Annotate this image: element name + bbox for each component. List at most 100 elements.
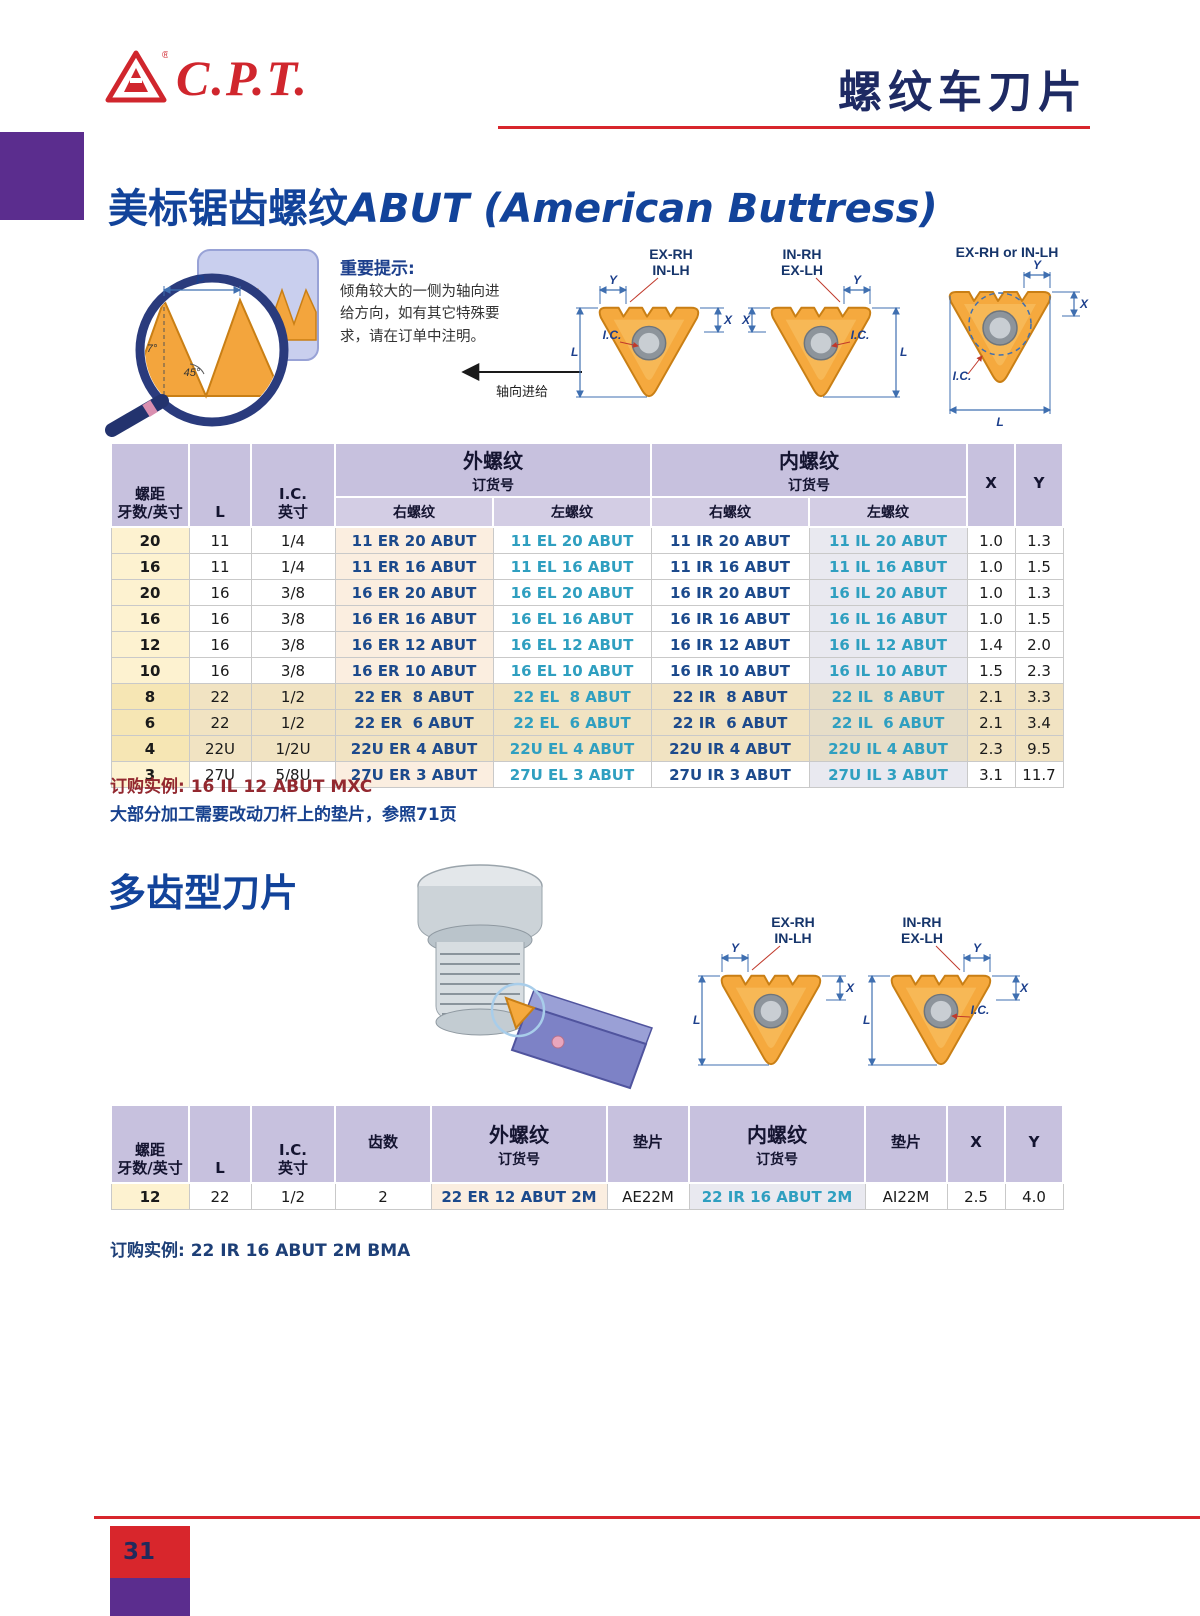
cell-il: 22U IL 4 ABUT <box>808 735 968 762</box>
subcol-right-hand: 右螺纹 <box>334 496 494 528</box>
insert-diagram-in-rh-ex-lh: IN-RH EX-LH Y X L I.C. <box>741 246 907 399</box>
table-row: 16 11 1/4 11 ER 16 ABUT 11 EL 16 ABUT 11 IR 1… <box>110 553 1064 580</box>
subcol-left-hand: 左螺纹 <box>808 496 968 528</box>
cell-x: 2.1 <box>966 709 1016 736</box>
col-header-y: Y <box>1014 442 1064 528</box>
cell-l: 22 <box>188 709 252 736</box>
cell-er: 22 ER 12 ABUT 2M <box>430 1182 608 1210</box>
col-header-ic: I.C. 英寸 <box>250 442 336 528</box>
svg-text:®: ® <box>162 50 168 61</box>
cell-ic: 3/8 <box>250 631 336 658</box>
dim-l: L <box>571 345 578 359</box>
col-header-l: L <box>188 442 252 528</box>
cell-l: 27U <box>188 761 252 788</box>
cell-ic: 1/4 <box>250 526 336 554</box>
cell-y: 1.3 <box>1014 526 1064 554</box>
cell-il: 27U IL 3 ABUT <box>808 761 968 788</box>
section1-title: 美标锯齿螺纹ABUT (American Buttress) <box>108 176 938 234</box>
subcol-right-hand: 右螺纹 <box>650 496 810 528</box>
angle-7: 7° <box>147 343 158 355</box>
cell-ir: 22 IR 8 ABUT <box>650 683 810 710</box>
cell-pitch: 4 <box>110 735 190 762</box>
cell-er: 16 ER 20 ABUT <box>334 579 494 606</box>
abut-insert-table: 螺距 牙数/英寸 L I.C. 英寸 外螺纹 订货号 内螺纹 订货号 X Y 右… <box>110 442 1064 788</box>
thread-magnifier-illustration: P 7° 45° <box>105 249 319 437</box>
cell-il: 22 IL 8 ABUT <box>808 683 968 710</box>
table-row: 20 11 1/4 11 ER 20 ABUT 11 EL 20 ABUT 11 IR 2… <box>110 526 1064 554</box>
dim-y: Y <box>1033 258 1042 272</box>
cell-el: 16 EL 10 ABUT <box>492 657 652 684</box>
brand-logo: ® C.P.T. <box>104 48 309 108</box>
cell-ic: 3/8 <box>250 605 336 632</box>
order-no-label: 订货号 <box>472 478 514 494</box>
cell-ir: 22 IR 6 ABUT <box>650 709 810 736</box>
cell-el: 16 EL 12 ABUT <box>492 631 652 658</box>
section1-illustration: P 7° 45° 重要提示: 倾角较大的一侧为轴向进 给方向，如有其它特殊要 求… <box>100 244 1100 444</box>
dim-x: X <box>1079 297 1089 311</box>
cell-pitch: 3 <box>110 761 190 788</box>
cell-y: 4.0 <box>1004 1182 1064 1210</box>
axial-feed-arrow: 轴向进给 <box>461 363 582 399</box>
purple-edge-tab <box>0 132 84 220</box>
group-header-internal: 内螺纹 订货号 <box>650 442 968 498</box>
cell-y: 3.4 <box>1014 709 1064 736</box>
dim-y: Y <box>973 941 982 955</box>
cell-x: 2.3 <box>966 735 1016 762</box>
cell-ic: 1/2 <box>250 1182 336 1210</box>
col-header-x: X <box>946 1104 1006 1184</box>
cell-er: 16 ER 10 ABUT <box>334 657 494 684</box>
cell-er: 16 ER 12 ABUT <box>334 631 494 658</box>
dim-y: Y <box>609 273 618 287</box>
cell-pitch: 12 <box>110 631 190 658</box>
insert-diagram-ex-rh-in-lh: EX-RH IN-LH Y X L I.C. <box>571 246 733 399</box>
cell-ic: 1/2 <box>250 709 336 736</box>
cell-il: 16 IL 16 ABUT <box>808 605 968 632</box>
col-header-shim-external: 垫片 <box>606 1104 690 1184</box>
cell-pitch: 16 <box>110 553 190 580</box>
label-ex-rh: EX-RH <box>771 914 815 930</box>
dim-y: Y <box>731 941 740 955</box>
insert-shape <box>770 306 872 398</box>
cell-pitch: 16 <box>110 605 190 632</box>
section2-illustration: EX-RH IN-LH Y X L IN-RH EX-LH <box>380 856 1080 1106</box>
label-ex-rh-or-in-lh: EX-RH or IN-LH <box>956 244 1059 260</box>
internal-thread-label: 内螺纹 <box>779 449 839 473</box>
section1-title-zh: 美标锯齿螺纹 <box>108 186 348 232</box>
col-header-y: Y <box>1004 1104 1064 1184</box>
internal-thread-label: 内螺纹 <box>747 1123 807 1147</box>
cell-er: 22 ER 8 ABUT <box>334 683 494 710</box>
insert-shape <box>598 306 700 398</box>
section1-title-en: ABUT (American Buttress) <box>348 186 938 232</box>
cell-il: 11 IL 20 ABUT <box>808 526 968 554</box>
col-header-l: L <box>188 1104 252 1184</box>
cell-ic: 1/2U <box>250 735 336 762</box>
cell-el: 11 EL 20 ABUT <box>492 526 652 554</box>
cell-y: 3.3 <box>1014 683 1064 710</box>
handle-ring <box>142 400 158 417</box>
label-ex-rh: EX-RH <box>649 246 693 262</box>
cell-l: 22 <box>188 1182 252 1210</box>
group-header-internal: 内螺纹 订货号 <box>688 1104 866 1184</box>
cell-x: 1.0 <box>966 526 1016 554</box>
cell-shim_e: AE22M <box>606 1182 690 1210</box>
col-header-teeth: 齿数 <box>334 1104 432 1184</box>
footer-purple-block <box>110 1578 190 1616</box>
label-in-rh: IN-RH <box>783 246 822 262</box>
cell-x: 1.0 <box>966 553 1016 580</box>
external-thread-label: 外螺纹 <box>489 1123 549 1147</box>
cell-l: 22 <box>188 683 252 710</box>
dim-p: P <box>196 273 205 287</box>
cell-y: 1.5 <box>1014 553 1064 580</box>
cell-er: 11 ER 20 ABUT <box>334 526 494 554</box>
group-header-external: 外螺纹 订货号 <box>334 442 652 498</box>
cell-ic: 5/8U <box>250 761 336 788</box>
cell-y: 2.0 <box>1014 631 1064 658</box>
dim-l: L <box>693 1013 700 1027</box>
cell-el: 16 EL 20 ABUT <box>492 579 652 606</box>
cell-er: 16 ER 16 ABUT <box>334 605 494 632</box>
cell-x: 1.4 <box>966 631 1016 658</box>
cell-x: 2.5 <box>946 1182 1006 1210</box>
subcol-left-hand: 左螺纹 <box>492 496 652 528</box>
order-no-label: 订货号 <box>498 1152 540 1168</box>
cell-teeth: 2 <box>334 1182 432 1210</box>
